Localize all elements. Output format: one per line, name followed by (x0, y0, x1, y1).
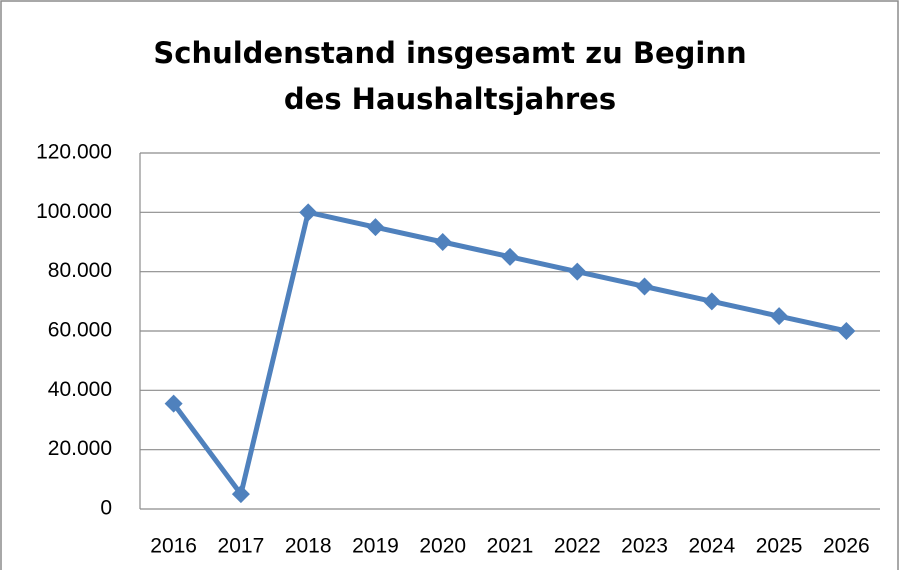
chart-title: Schuldenstand insgesamt zu Beginn des Ha… (153, 36, 747, 116)
data-point (568, 262, 587, 281)
x-tick-label: 2017 (218, 535, 265, 558)
y-tick-label: 0 (100, 497, 112, 520)
data-point (164, 394, 183, 413)
y-tick-label: 100.000 (36, 200, 112, 223)
x-tick-label: 2023 (621, 535, 668, 558)
data-point (299, 203, 318, 222)
y-tick-label: 80.000 (48, 259, 112, 282)
data-point (501, 247, 519, 266)
y-tick-label: 20.000 (48, 437, 112, 460)
x-tick-label: 2025 (756, 535, 803, 558)
x-tick-label: 2024 (688, 535, 735, 558)
y-tick-label: 60.000 (48, 319, 112, 342)
data-point (702, 292, 721, 311)
data-point (366, 218, 385, 237)
x-tick-label: 2022 (554, 535, 601, 558)
x-tick-label: 2018 (285, 535, 332, 558)
x-tick-label: 2020 (419, 535, 466, 558)
data-point (635, 277, 654, 296)
y-tick-label: 120.000 (36, 141, 112, 164)
y-tick-label: 40.000 (48, 378, 112, 401)
x-tick-label: 2016 (150, 535, 197, 558)
data-point (837, 322, 856, 340)
data-point (433, 233, 452, 251)
x-tick-label: 2021 (487, 535, 534, 558)
data-point (231, 485, 250, 504)
x-tick-label: 2019 (352, 535, 399, 558)
data-point (770, 307, 789, 326)
x-tick-label: 2026 (823, 535, 870, 558)
